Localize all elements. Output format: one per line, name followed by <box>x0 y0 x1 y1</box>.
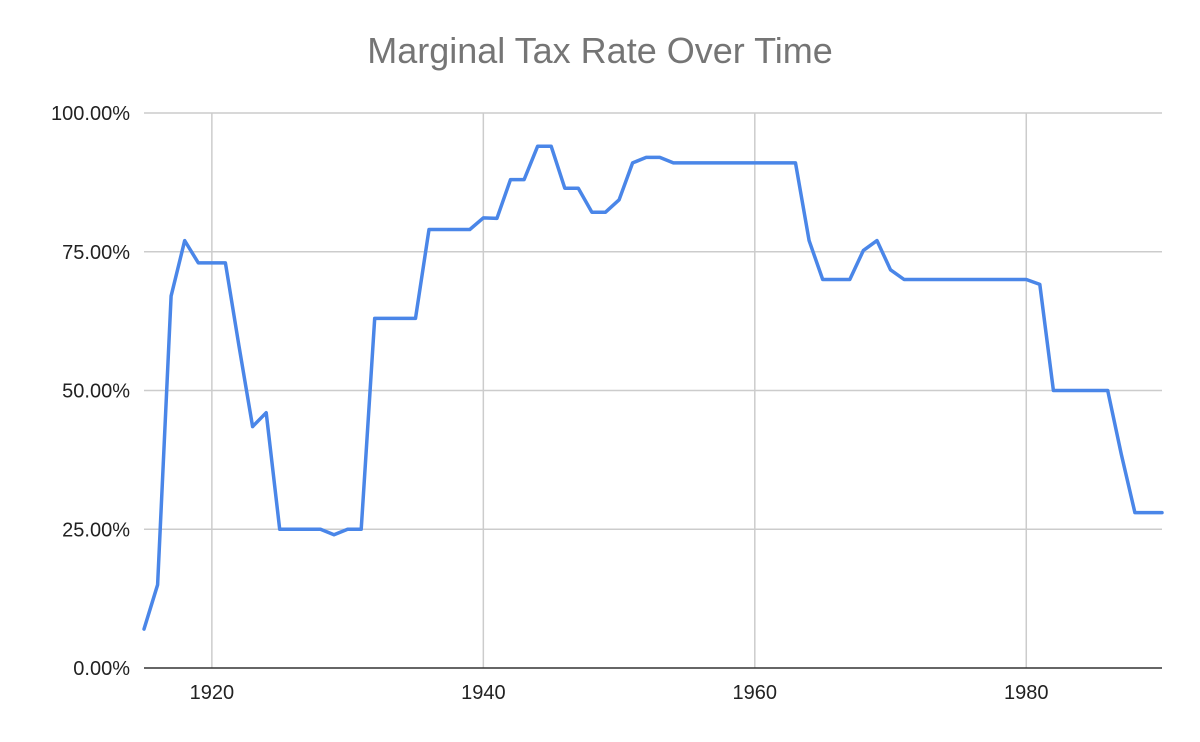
x-gridlines <box>211 113 1028 668</box>
y-tick-label: 100.00% <box>51 103 130 125</box>
y-tick-label: 50.00% <box>62 381 130 403</box>
x-tick-label: 1960 <box>733 682 778 704</box>
y-gridlines <box>144 112 1162 530</box>
x-tick-label: 1980 <box>1004 682 1049 704</box>
x-tick-label: 1920 <box>190 682 235 704</box>
x-axis-tick-labels: 1920 1940 1960 1980 <box>190 682 1049 704</box>
y-tick-label: 75.00% <box>62 242 130 264</box>
series-group <box>142 144 1164 631</box>
chart-title: Marginal Tax Rate Over Time <box>367 30 833 71</box>
series-line <box>142 144 1164 631</box>
y-tick-label: 0.00% <box>73 658 130 680</box>
y-axis-tick-labels: 0.00% 25.00% 50.00% 75.00% 100.00% <box>51 103 130 680</box>
x-tick-label: 1940 <box>461 682 506 704</box>
y-tick-label: 25.00% <box>62 519 130 541</box>
